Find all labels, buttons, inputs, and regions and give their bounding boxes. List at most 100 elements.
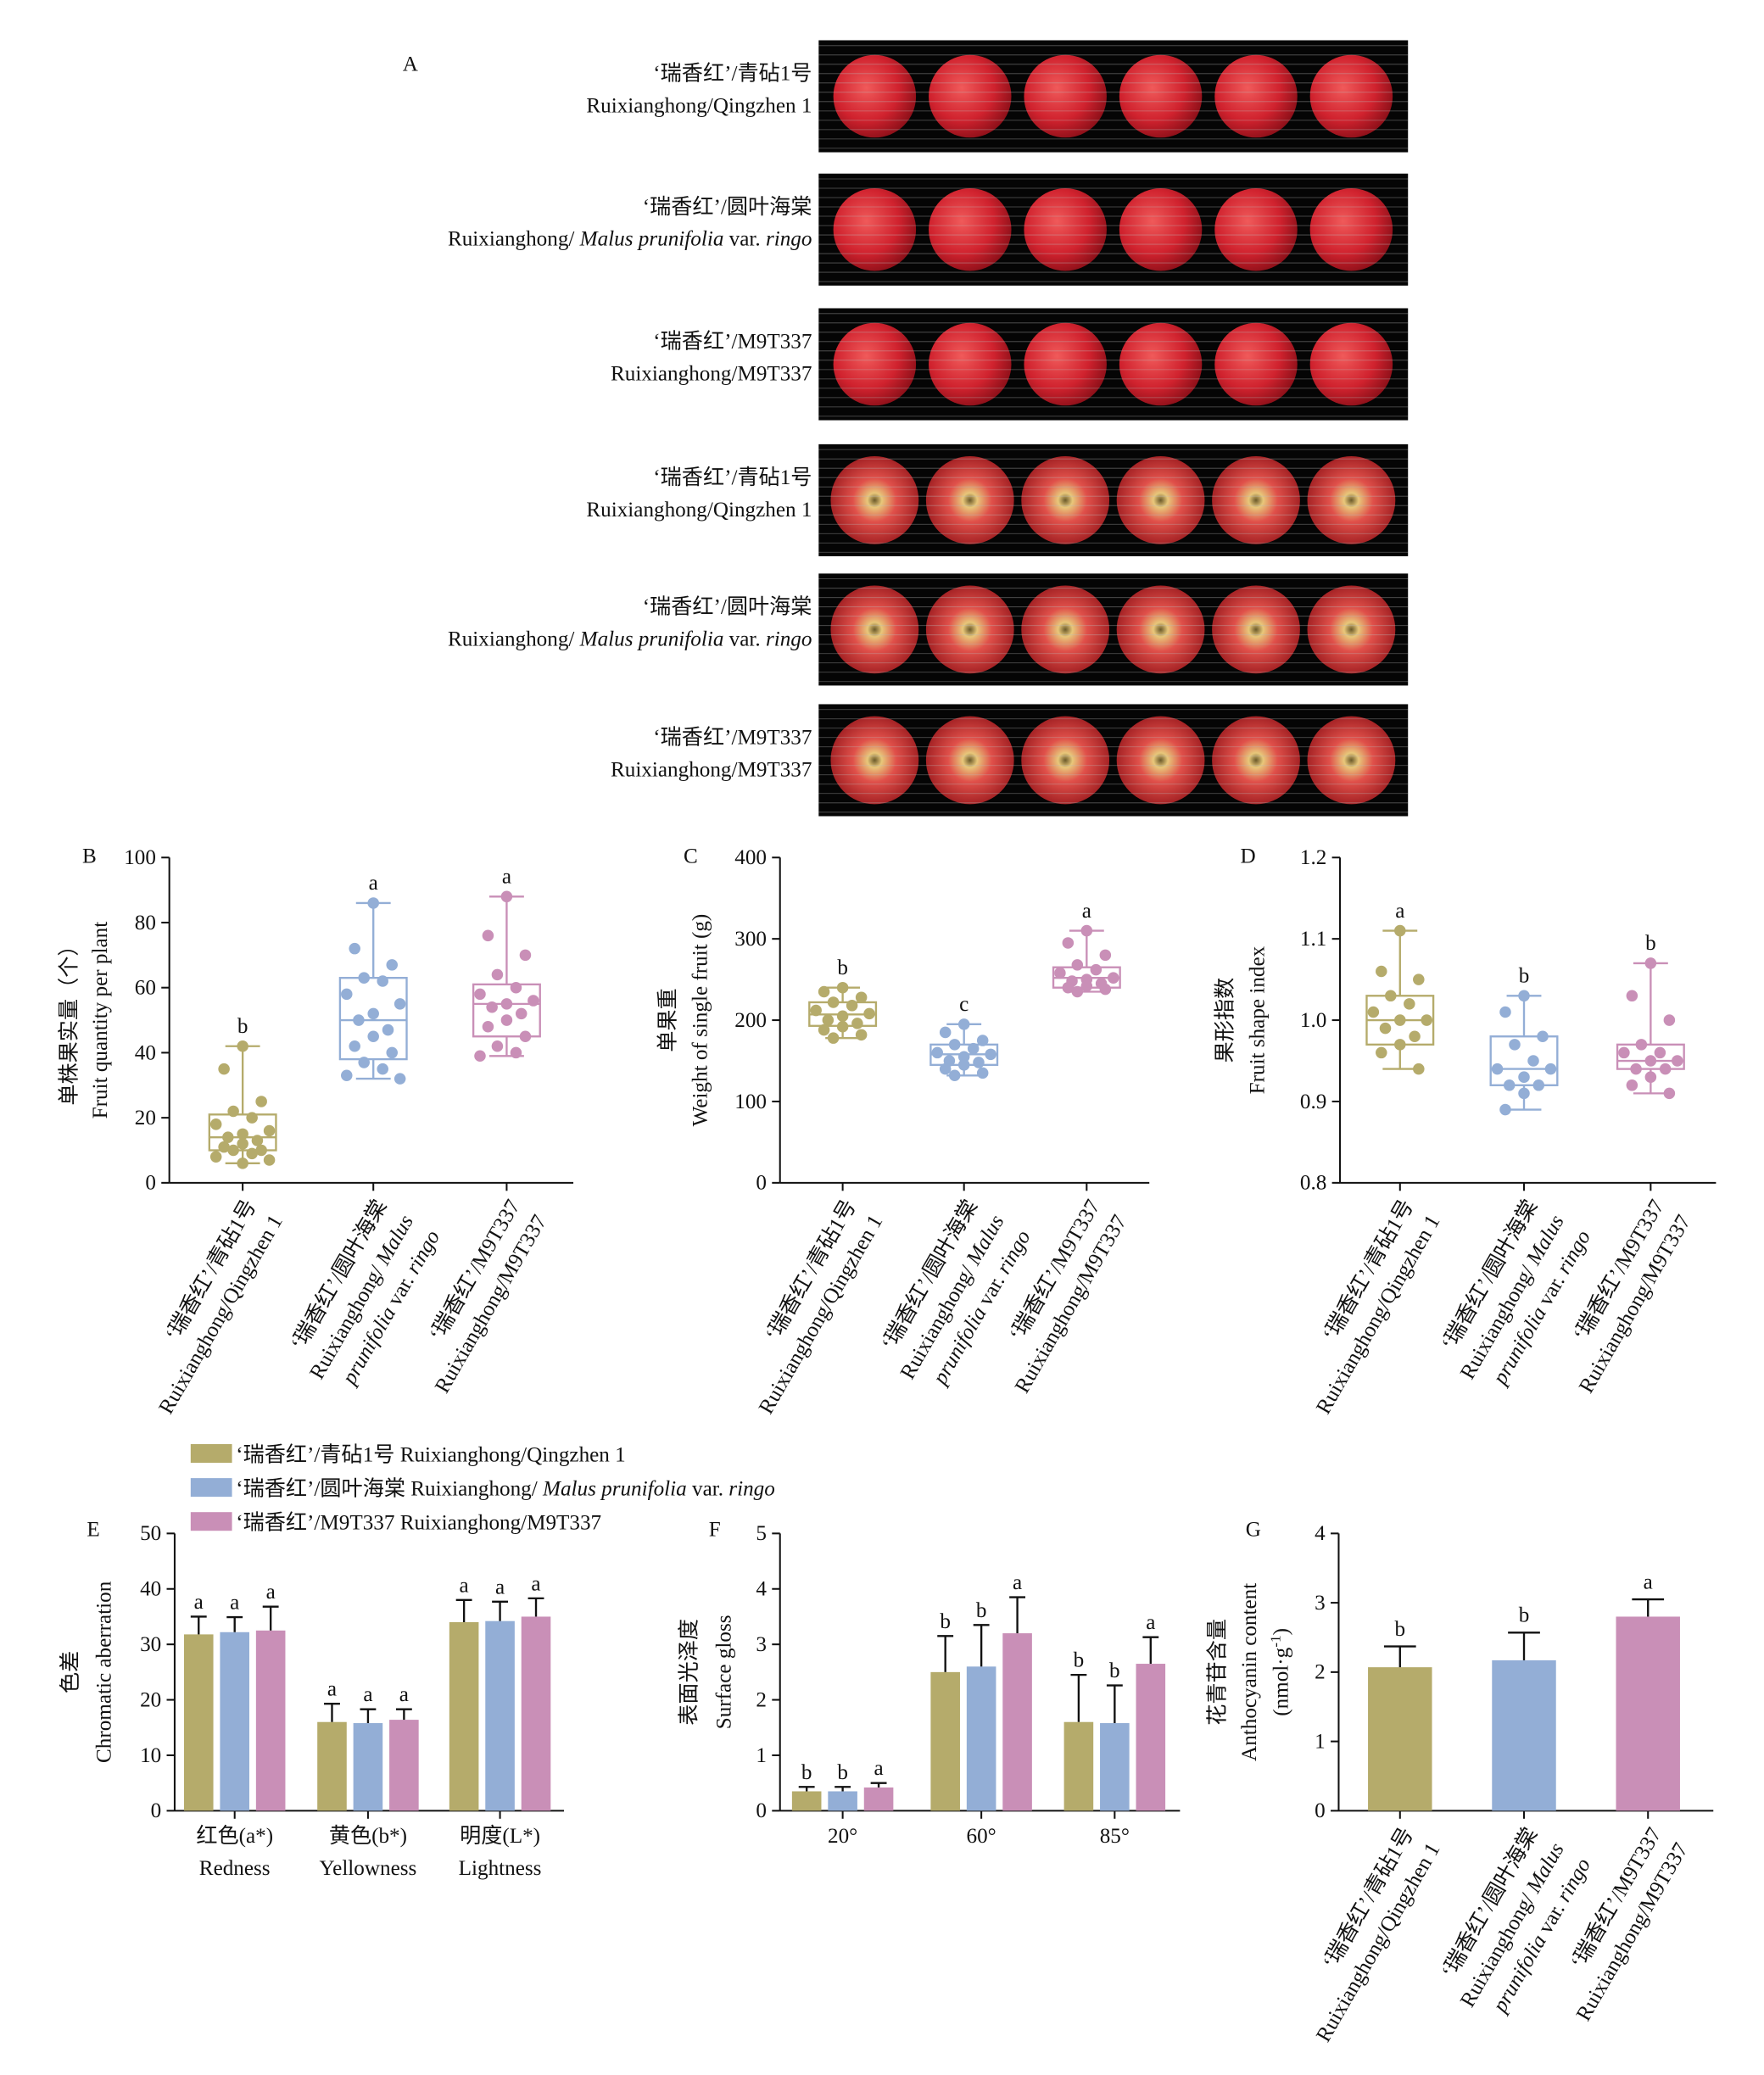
y-tick-label: 50 [140, 1522, 161, 1545]
text-segment: Malus prunifolia [542, 1478, 687, 1501]
data-point [1503, 1079, 1516, 1091]
text-segment: ‘瑞香红’/圆叶海棠 Ruixianghong/ [236, 1477, 543, 1501]
significance-letter: a [1146, 1611, 1155, 1634]
bar [930, 1671, 960, 1811]
box [208, 1113, 277, 1152]
text-segment: ringo [728, 1478, 774, 1501]
y-tick-label: 300 [734, 928, 767, 951]
data-point [209, 1118, 222, 1130]
data-point [1537, 1030, 1549, 1043]
bar [485, 1620, 515, 1811]
apple [925, 585, 1014, 674]
apple [1309, 322, 1393, 406]
data-point [1544, 1063, 1557, 1075]
row-label: Ruixianghong/ Malus prunifolia var. ring… [448, 628, 812, 650]
data-point [1099, 949, 1112, 962]
data-point [367, 897, 379, 909]
y-axis-label: (nmol·g-1) [1267, 1628, 1293, 1716]
data-point [500, 1014, 513, 1026]
data-point [1659, 1063, 1672, 1075]
data-point [957, 1051, 970, 1063]
data-point [976, 1035, 989, 1046]
apple [1212, 585, 1300, 674]
y-axis-label: Weight of single fruit (g) [689, 914, 712, 1127]
data-point [474, 988, 486, 1001]
row-label: ‘瑞香红’/青砧1号 [653, 62, 812, 86]
data-point [491, 968, 504, 981]
apple [1307, 716, 1396, 805]
data-point [519, 949, 532, 962]
significance-letter: b [940, 1610, 951, 1633]
data-point [263, 1154, 276, 1166]
data-point [1413, 1063, 1425, 1075]
apple [830, 716, 919, 805]
data-point [500, 998, 513, 1010]
bar [1136, 1664, 1166, 1811]
data-point [1071, 985, 1084, 998]
box [1489, 1035, 1559, 1086]
data-point [1413, 973, 1425, 985]
apple [830, 585, 919, 674]
data-point [1491, 1063, 1504, 1075]
photo [818, 308, 1409, 421]
significance-letter: a [531, 1572, 540, 1595]
text-segment: Malus prunifolia [579, 228, 724, 251]
x-tick-label: 85° [1100, 1825, 1130, 1848]
data-point [1644, 1071, 1657, 1083]
bar [1368, 1667, 1432, 1811]
legend-label: ‘瑞香红’/青砧1号 Ruixianghong/Qingzhen 1 [236, 1442, 625, 1466]
data-point [822, 1014, 835, 1026]
x-tick-label: 明度(L*) [460, 1824, 540, 1848]
data-point [1509, 1039, 1521, 1051]
data-point [1404, 998, 1415, 1010]
text-segment: ) [1270, 1628, 1293, 1635]
data-point [482, 929, 494, 942]
apple [833, 188, 917, 271]
bar [1100, 1723, 1130, 1811]
apple [1307, 585, 1396, 674]
significance-letter: a [460, 1574, 469, 1597]
y-axis-label: Surface gloss [713, 1615, 736, 1729]
data-point [500, 890, 513, 903]
data-point [222, 1131, 234, 1143]
apple [1214, 54, 1298, 138]
apple [1116, 585, 1205, 674]
text-segment: Ruixianghong/ [448, 228, 580, 251]
data-point [1618, 1046, 1630, 1059]
bar [1002, 1633, 1032, 1811]
panel-label: A [403, 53, 418, 76]
data-point [836, 981, 849, 994]
data-point [1630, 1063, 1642, 1075]
data-point [1672, 1055, 1683, 1067]
bar [1492, 1659, 1556, 1811]
bar [183, 1634, 214, 1811]
bar [220, 1632, 249, 1811]
apple [1214, 322, 1298, 406]
data-point [1532, 1079, 1545, 1091]
significance-letter: a [399, 1683, 409, 1706]
bar [828, 1791, 857, 1811]
y-tick-label: 5 [756, 1522, 767, 1545]
data-point [251, 1135, 264, 1146]
data-point [1385, 990, 1397, 1002]
data-point [1409, 1030, 1421, 1043]
data-point [510, 981, 522, 994]
apple [929, 54, 1012, 138]
data-point [349, 1040, 360, 1052]
bar [389, 1720, 419, 1811]
y-tick-label: 30 [140, 1633, 161, 1656]
data-point [246, 1112, 258, 1124]
text-segment: var. [723, 228, 766, 251]
x-tick-label: 60° [967, 1825, 996, 1848]
y-axis-label: Fruit quantity per plant [89, 922, 112, 1119]
data-point [1663, 1014, 1676, 1026]
y-tick-label: 400 [734, 846, 767, 869]
significance-letter: a [1013, 1571, 1022, 1594]
data-point [1626, 1079, 1638, 1091]
bar [1616, 1616, 1680, 1811]
